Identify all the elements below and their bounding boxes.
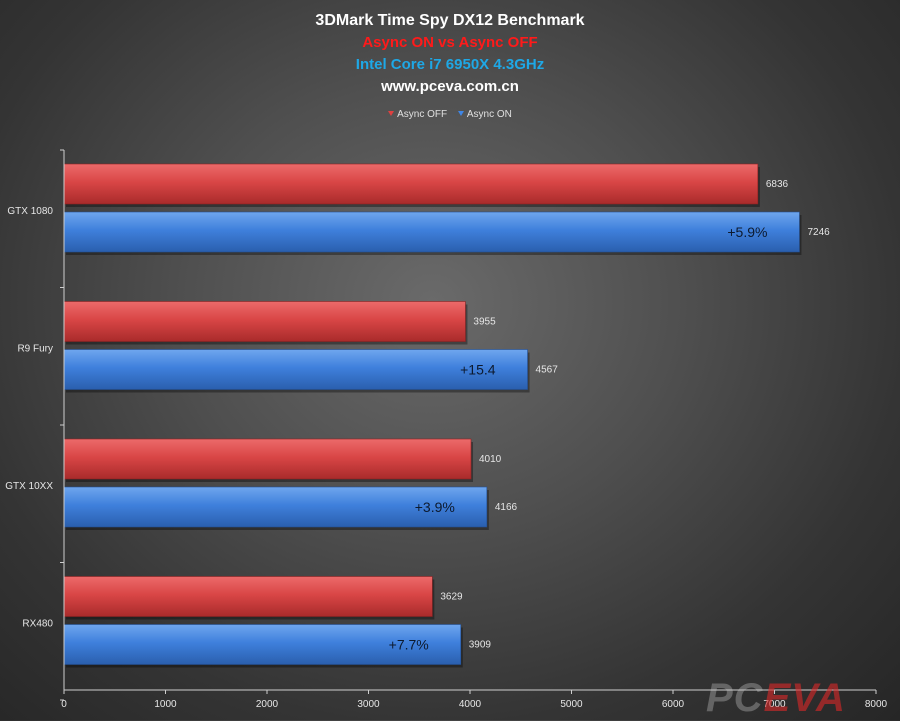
category-label-gtx-10xx: GTX 10XX	[5, 481, 53, 492]
bar-async-off-gtx-1080	[63, 163, 759, 205]
gain-label-r9-fury: +15.4	[460, 362, 496, 378]
legend-swatch-blue-icon	[457, 111, 464, 116]
value-label-async-on-gtx-10xx: 4166	[495, 502, 518, 513]
legend-label-async-off: Async OFF	[397, 109, 448, 120]
chart-titles: 3DMark Time Spy DX12 Benchmark Async ON …	[0, 10, 900, 98]
category-label-gtx-1080: GTX 1080	[7, 206, 53, 217]
x-tick-label-6000: 6000	[662, 699, 685, 710]
x-tick-label-2000: 2000	[256, 699, 279, 710]
bar-async-on-gtx-1080	[63, 211, 800, 253]
bar-async-off-r9-fury	[63, 301, 466, 342]
legend-item-async-off: Async OFF	[388, 109, 447, 120]
x-tick-label-4000: 4000	[459, 699, 482, 710]
pceva-watermark-logo: PCEVA	[706, 676, 846, 720]
x-tick-label-0: 0	[61, 699, 67, 710]
x-tick-label-3000: 3000	[357, 699, 380, 710]
bar-async-on-rx480	[63, 624, 462, 665]
plot-area: GTX 1080 6836 7246 +5.9% R9 Fury 3955 4567 +15.…	[5, 149, 888, 710]
value-label-async-off-r9-fury: 3955	[473, 317, 496, 328]
bar-async-off-rx480	[63, 576, 433, 617]
value-label-async-off-gtx-10xx: 4010	[479, 454, 502, 465]
legend-item-async-on: Async ON	[457, 109, 512, 120]
x-tick-label-5000: 5000	[560, 699, 583, 710]
chart-subtitle-comparison: Async ON vs Async OFF	[362, 34, 538, 51]
value-label-async-on-gtx-1080: 7246	[807, 227, 830, 238]
x-tick-label-1000: 1000	[154, 699, 177, 710]
value-label-async-on-r9-fury: 4567	[536, 365, 559, 376]
x-tick-label-8000: 8000	[865, 699, 888, 710]
gain-label-gtx-10xx: +3.9%	[415, 499, 455, 515]
x-tick-label-7000: 7000	[763, 699, 786, 710]
legend-label-async-on: Async ON	[466, 109, 512, 120]
value-label-async-off-rx480: 3629	[440, 592, 463, 603]
bar-async-on-r9-fury	[63, 349, 528, 390]
bar-async-off-gtx-10xx	[63, 438, 472, 480]
chart-subtitle-cpu: Intel Core i7 6950X 4.3GHz	[355, 56, 545, 73]
gain-label-gtx-1080: +5.9%	[727, 224, 767, 240]
gain-label-rx480: +7.7%	[389, 637, 429, 653]
value-label-async-off-gtx-1080: 6836	[766, 179, 789, 190]
value-label-async-on-rx480: 3909	[469, 640, 492, 651]
category-label-r9-fury: R9 Fury	[17, 344, 53, 355]
chart-title: 3DMark Time Spy DX12 Benchmark	[315, 12, 585, 29]
legend-swatch-red-icon	[388, 111, 395, 116]
category-label-rx480: RX480	[22, 619, 53, 630]
bar-async-on-gtx-10xx	[63, 486, 488, 528]
chart-subtitle-website: www.pceva.com.cn	[381, 78, 519, 95]
chart-legend: Async OFF Async ON	[0, 109, 900, 120]
